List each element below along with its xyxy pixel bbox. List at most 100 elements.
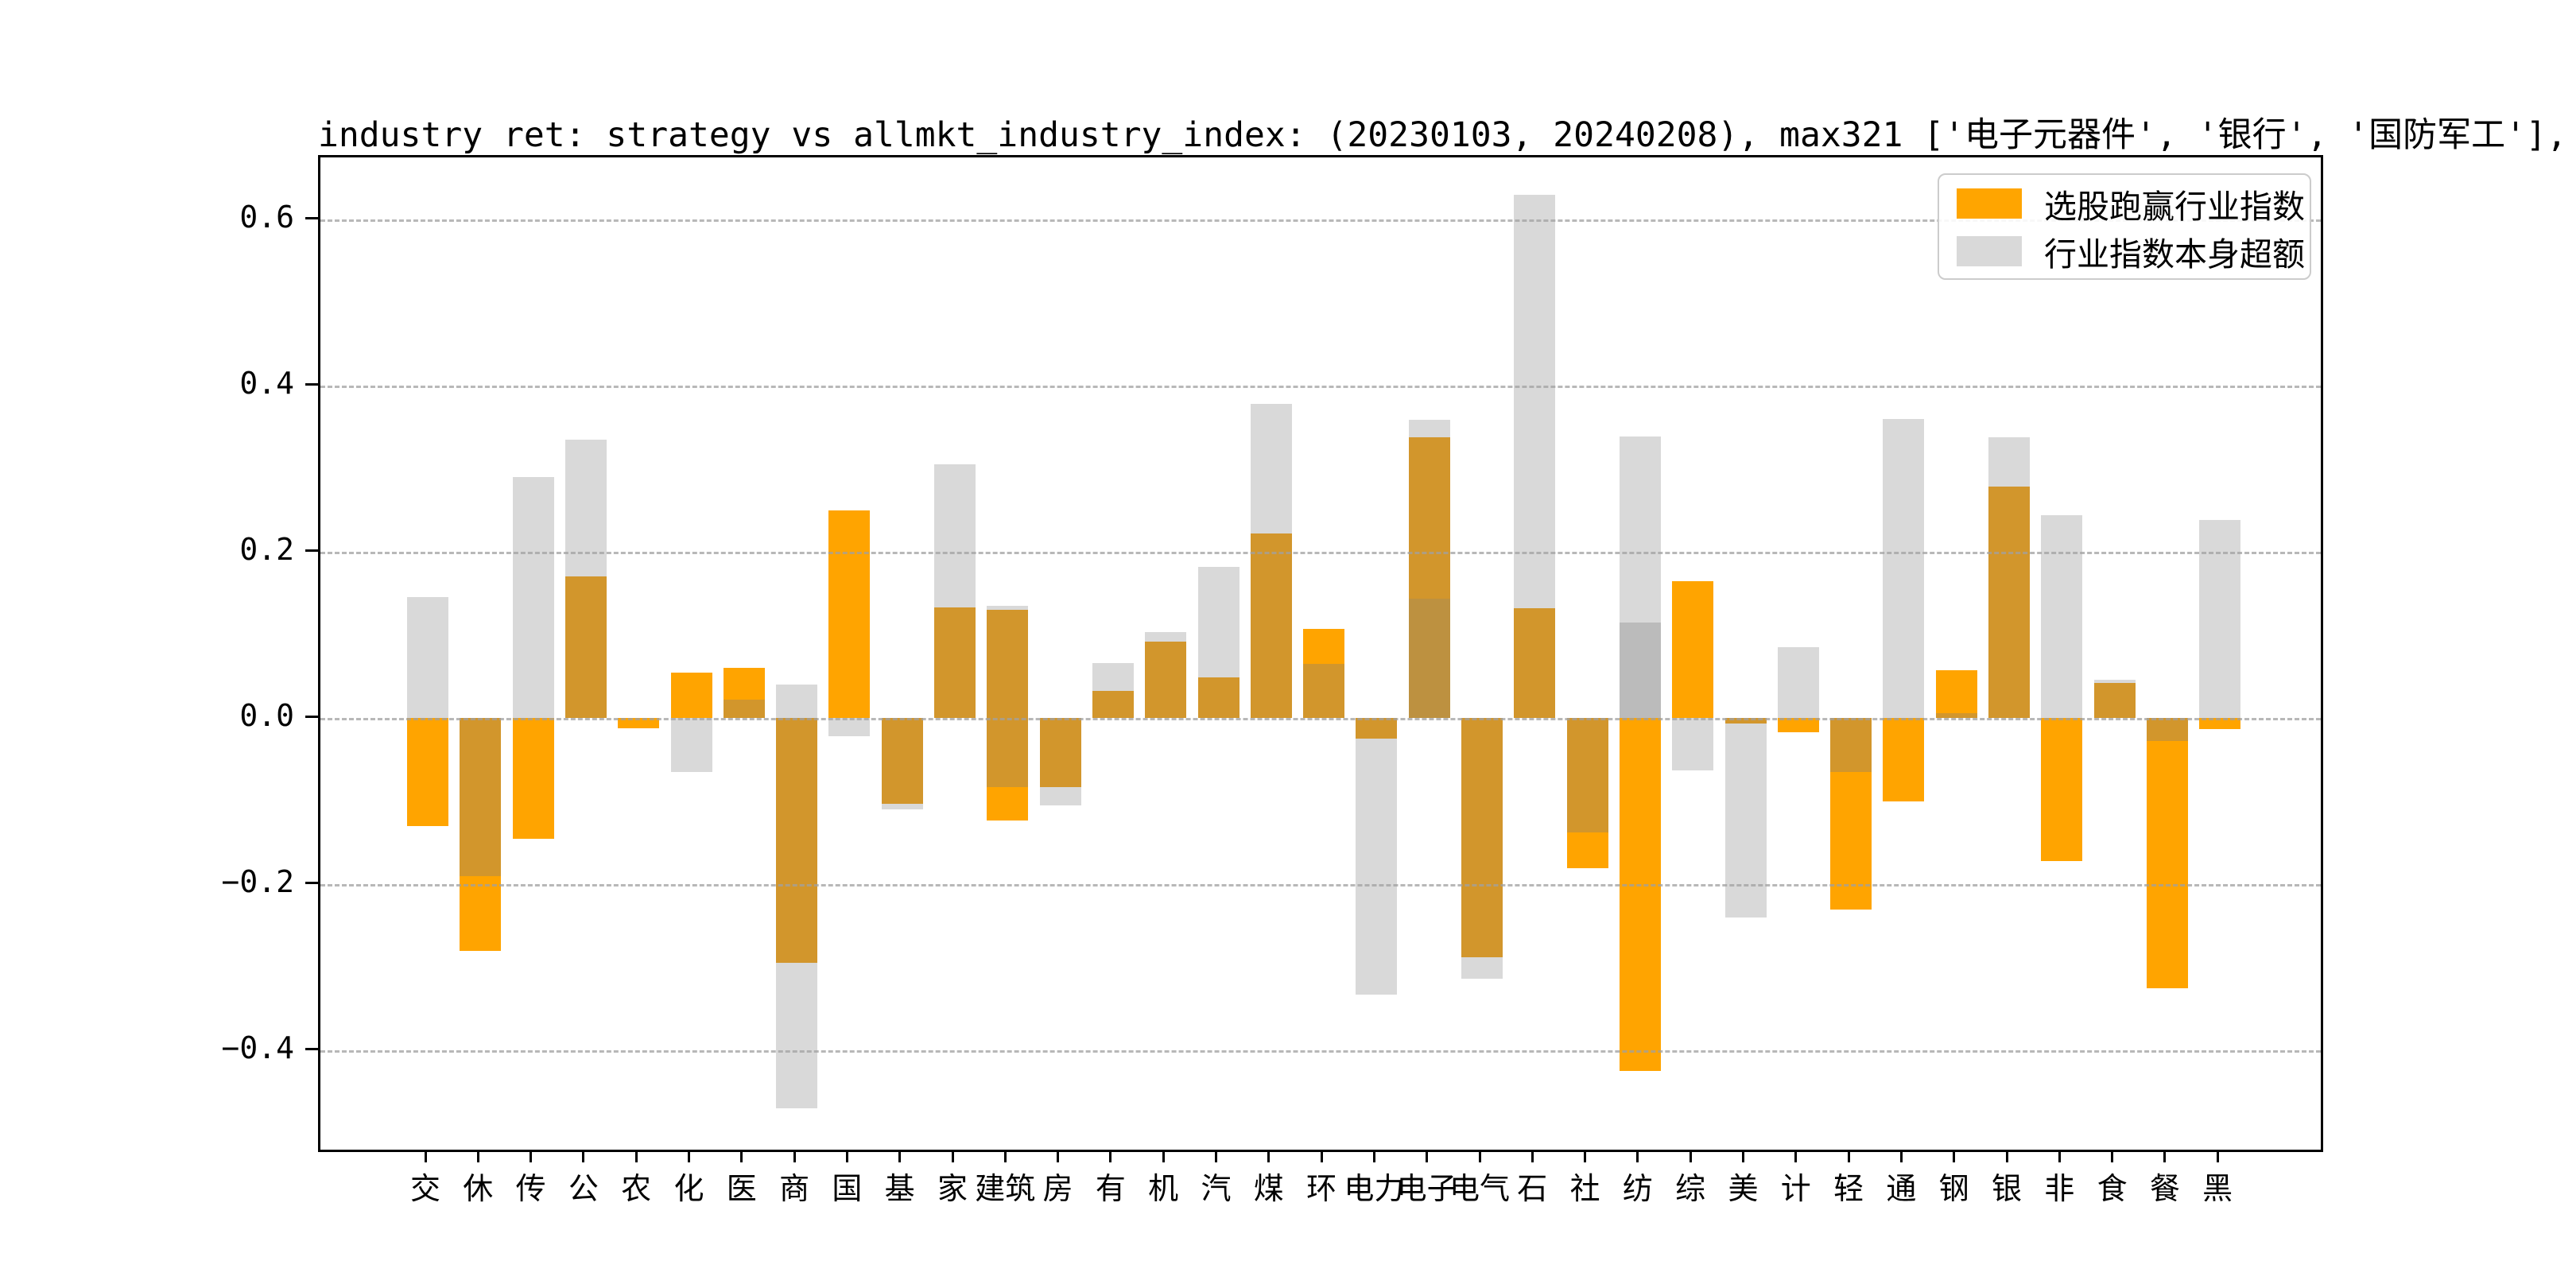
- x-tick-mark: [1057, 1150, 1060, 1162]
- bar-segment-钢: [1935, 712, 1977, 718]
- bar-segment-电力: [1356, 718, 1398, 739]
- y-tick-mark: [305, 217, 318, 219]
- bar-segment-化: [670, 672, 712, 718]
- bar-segment-交: [407, 597, 448, 718]
- bar-segment-钢: [1935, 670, 1977, 713]
- x-tick-label: 电子: [1396, 1171, 1457, 1206]
- x-tick-mark: [582, 1150, 585, 1162]
- bar-segment-家: [934, 607, 976, 718]
- x-tick-mark: [1636, 1150, 1639, 1162]
- bar-segment-家: [934, 464, 976, 607]
- bar-segment-电子: [1408, 598, 1450, 718]
- x-tick-label: 煤: [1253, 1171, 1284, 1206]
- bar-segment-房: [1039, 786, 1081, 805]
- y-tick-label: 0.2: [239, 532, 294, 567]
- x-tick-mark: [2005, 1150, 2008, 1162]
- bar-segment-建筑: [987, 718, 1029, 787]
- bar-segment-有: [1092, 663, 1134, 691]
- x-tick-mark: [1530, 1150, 1534, 1162]
- bar-segment-美: [1724, 724, 1767, 918]
- legend-label: 行业指数本身超额: [2044, 235, 2305, 274]
- x-tick-label: 电力: [1344, 1171, 1405, 1206]
- y-tick-label: 0.4: [239, 366, 294, 401]
- x-tick-mark: [1426, 1150, 1429, 1162]
- gridline: [320, 884, 2321, 886]
- x-tick-label: 非: [2044, 1171, 2075, 1206]
- bar-segment-通: [1883, 418, 1925, 718]
- bar-segment-建筑: [987, 786, 1029, 821]
- y-tick-label: 0.0: [239, 698, 294, 733]
- y-tick-mark: [305, 383, 318, 386]
- bar-segment-轻: [1830, 718, 1872, 772]
- legend-label: 选股跑赢行业指数: [2044, 188, 2305, 226]
- chart-title: industry ret: strategy vs allmkt_industr…: [318, 115, 2576, 155]
- bar-segment-电气: [1461, 718, 1503, 957]
- bar-segment-建筑: [987, 605, 1029, 611]
- bar-segment-有: [1092, 690, 1134, 718]
- x-tick-label: 综: [1675, 1171, 1706, 1206]
- bar-segment-汽: [1197, 677, 1240, 718]
- x-tick-label: 有: [1095, 1171, 1126, 1206]
- x-tick-label: 建筑: [975, 1171, 1036, 1206]
- x-tick-label: 化: [673, 1171, 704, 1206]
- bar-segment-煤: [1250, 533, 1292, 718]
- bar-segment-餐: [2146, 741, 2188, 988]
- bar-segment-公: [564, 576, 607, 718]
- x-tick-label: 食: [2097, 1171, 2128, 1206]
- x-tick-mark: [530, 1150, 533, 1162]
- bar-segment-电子: [1408, 419, 1450, 437]
- bar-segment-食: [2093, 679, 2136, 684]
- gridline: [320, 1050, 2321, 1053]
- bar-segment-银: [1988, 436, 2030, 487]
- x-tick-label: 电气: [1449, 1171, 1510, 1206]
- x-tick-mark: [1953, 1150, 1956, 1162]
- bar-segment-纺: [1619, 622, 1661, 718]
- bar-segment-休: [460, 718, 502, 876]
- bar-segment-美: [1724, 718, 1767, 724]
- bar-segment-电气: [1461, 956, 1503, 980]
- bar-segment-化: [670, 718, 712, 772]
- x-tick-label: 基: [884, 1171, 915, 1206]
- bar-segment-环: [1303, 664, 1345, 718]
- x-tick-mark: [1372, 1150, 1375, 1162]
- x-tick-mark: [1742, 1150, 1744, 1162]
- x-tick-label: 医: [726, 1171, 757, 1206]
- legend: 选股跑赢行业指数 行业指数本身超额: [1938, 173, 2311, 280]
- bar-segment-汽: [1197, 566, 1240, 677]
- bar-segment-计: [1777, 718, 1819, 732]
- bar-segment-国: [828, 718, 871, 736]
- x-tick-label: 农: [621, 1171, 652, 1206]
- bar-segment-传: [512, 476, 554, 718]
- bar-segment-房: [1039, 718, 1081, 787]
- x-tick-label: 传: [515, 1171, 546, 1206]
- bar-segment-黑: [2199, 718, 2241, 729]
- gridline: [320, 386, 2321, 388]
- y-tick-mark: [305, 882, 318, 884]
- legend-swatch-gray: [1957, 236, 2022, 266]
- bar-segment-传: [512, 718, 554, 839]
- x-tick-mark: [2216, 1150, 2219, 1162]
- bar-segment-医: [723, 700, 765, 718]
- gridline: [320, 718, 2321, 720]
- bar-segment-建筑: [987, 610, 1029, 718]
- x-tick-mark: [634, 1150, 638, 1162]
- bar-segment-机: [1145, 632, 1187, 642]
- y-tick-label: −0.4: [221, 1030, 294, 1065]
- x-tick-mark: [1584, 1150, 1587, 1162]
- bar-segment-黑: [2199, 520, 2241, 718]
- x-tick-label: 黑: [2202, 1171, 2233, 1206]
- x-tick-mark: [898, 1150, 902, 1162]
- gridline: [320, 552, 2321, 554]
- x-tick-label: 通: [1886, 1171, 1917, 1206]
- x-tick-label: 银: [1991, 1171, 2022, 1206]
- bar-segment-基: [881, 803, 923, 809]
- bar-segment-社: [1566, 832, 1608, 869]
- x-tick-label: 纺: [1622, 1171, 1653, 1206]
- x-tick-mark: [740, 1150, 743, 1162]
- bar-segment-电子: [1408, 436, 1450, 599]
- x-tick-mark: [688, 1150, 690, 1162]
- x-tick-mark: [1320, 1150, 1323, 1162]
- bar-segment-公: [564, 439, 607, 577]
- bar-segment-商: [776, 963, 818, 1109]
